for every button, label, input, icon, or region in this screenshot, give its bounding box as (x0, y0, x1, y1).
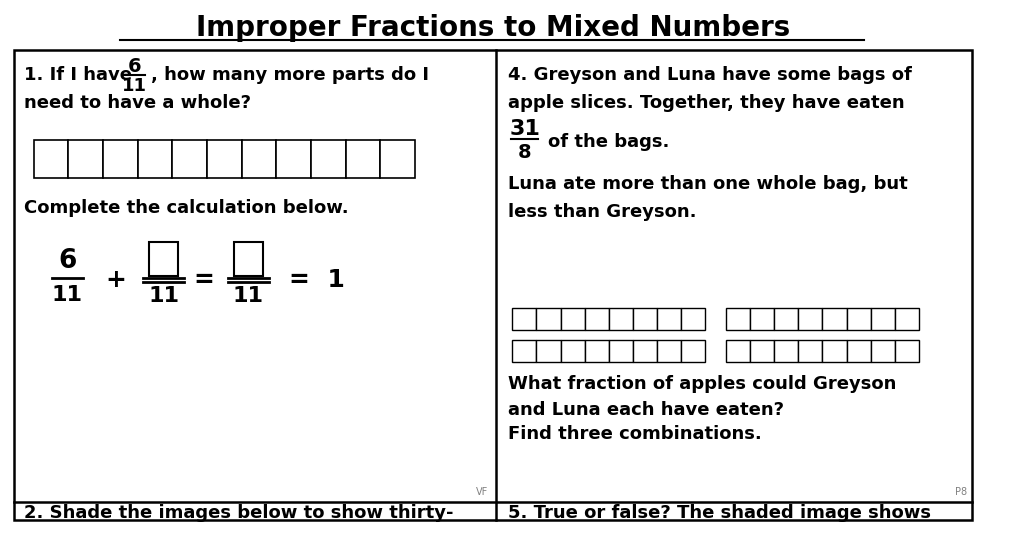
Bar (774, 340, 799, 362)
Bar (560, 308, 585, 330)
Bar (380, 140, 415, 178)
Text: of the bags.: of the bags. (548, 133, 670, 151)
Text: 6: 6 (58, 248, 77, 274)
Bar (346, 140, 380, 178)
Text: 2. Shade the images below to show thirty-: 2. Shade the images below to show thirty… (25, 504, 454, 522)
Text: What fraction of apples could Greyson: What fraction of apples could Greyson (508, 375, 896, 393)
Bar (656, 308, 681, 330)
Bar (585, 308, 608, 330)
Text: 31: 31 (509, 119, 541, 139)
Text: 6: 6 (128, 57, 141, 75)
Text: +: + (105, 268, 126, 292)
Bar (895, 308, 919, 330)
Text: 11: 11 (233, 286, 264, 306)
Bar (276, 140, 311, 178)
Bar (681, 340, 705, 362)
Text: Find three combinations.: Find three combinations. (508, 425, 761, 443)
Bar (822, 340, 847, 362)
Bar (608, 308, 633, 330)
Text: VF: VF (476, 487, 488, 497)
Bar (774, 308, 799, 330)
Bar (822, 308, 847, 330)
Bar (172, 140, 207, 178)
Bar (537, 340, 560, 362)
Text: and Luna each have eaten?: and Luna each have eaten? (508, 401, 783, 419)
Text: Luna ate more than one whole bag, but: Luna ate more than one whole bag, but (508, 175, 907, 193)
Bar (207, 140, 242, 178)
Bar (799, 308, 822, 330)
Bar (242, 140, 276, 178)
Text: 5. True or false? The shaded image shows: 5. True or false? The shaded image shows (508, 504, 931, 522)
Text: P8: P8 (954, 487, 967, 497)
Bar (870, 340, 895, 362)
Bar (726, 308, 751, 330)
Bar (150, 242, 178, 276)
Bar (69, 140, 103, 178)
Bar (633, 308, 656, 330)
Text: 1. If I have: 1. If I have (25, 66, 132, 84)
Bar (751, 340, 774, 362)
Bar (103, 140, 137, 178)
Bar (895, 340, 919, 362)
Text: =: = (194, 268, 215, 292)
Text: 11: 11 (122, 77, 147, 95)
Bar (14, 50, 972, 520)
Bar (560, 340, 585, 362)
Bar (681, 308, 705, 330)
Bar (512, 308, 537, 330)
Text: =  1: = 1 (289, 268, 345, 292)
Bar (311, 140, 346, 178)
Text: less than Greyson.: less than Greyson. (508, 203, 696, 221)
Text: 4. Greyson and Luna have some bags of: 4. Greyson and Luna have some bags of (508, 66, 911, 84)
Text: 11: 11 (148, 286, 179, 306)
Bar (137, 140, 172, 178)
Bar (799, 340, 822, 362)
Text: 8: 8 (518, 142, 531, 162)
Text: Complete the calculation below.: Complete the calculation below. (25, 199, 349, 217)
Bar (585, 340, 608, 362)
Bar (656, 340, 681, 362)
Text: need to have a whole?: need to have a whole? (25, 94, 251, 112)
Bar (608, 340, 633, 362)
Bar (34, 140, 69, 178)
Bar (512, 340, 537, 362)
Bar (847, 340, 870, 362)
Bar (726, 340, 751, 362)
Bar (751, 308, 774, 330)
Bar (633, 340, 656, 362)
Bar (234, 242, 263, 276)
Bar (870, 308, 895, 330)
Bar (847, 308, 870, 330)
Text: , how many more parts do I: , how many more parts do I (152, 66, 429, 84)
Text: apple slices. Together, they have eaten: apple slices. Together, they have eaten (508, 94, 904, 112)
Bar (537, 308, 560, 330)
Text: Improper Fractions to Mixed Numbers: Improper Fractions to Mixed Numbers (196, 14, 791, 42)
Text: 11: 11 (52, 285, 83, 305)
